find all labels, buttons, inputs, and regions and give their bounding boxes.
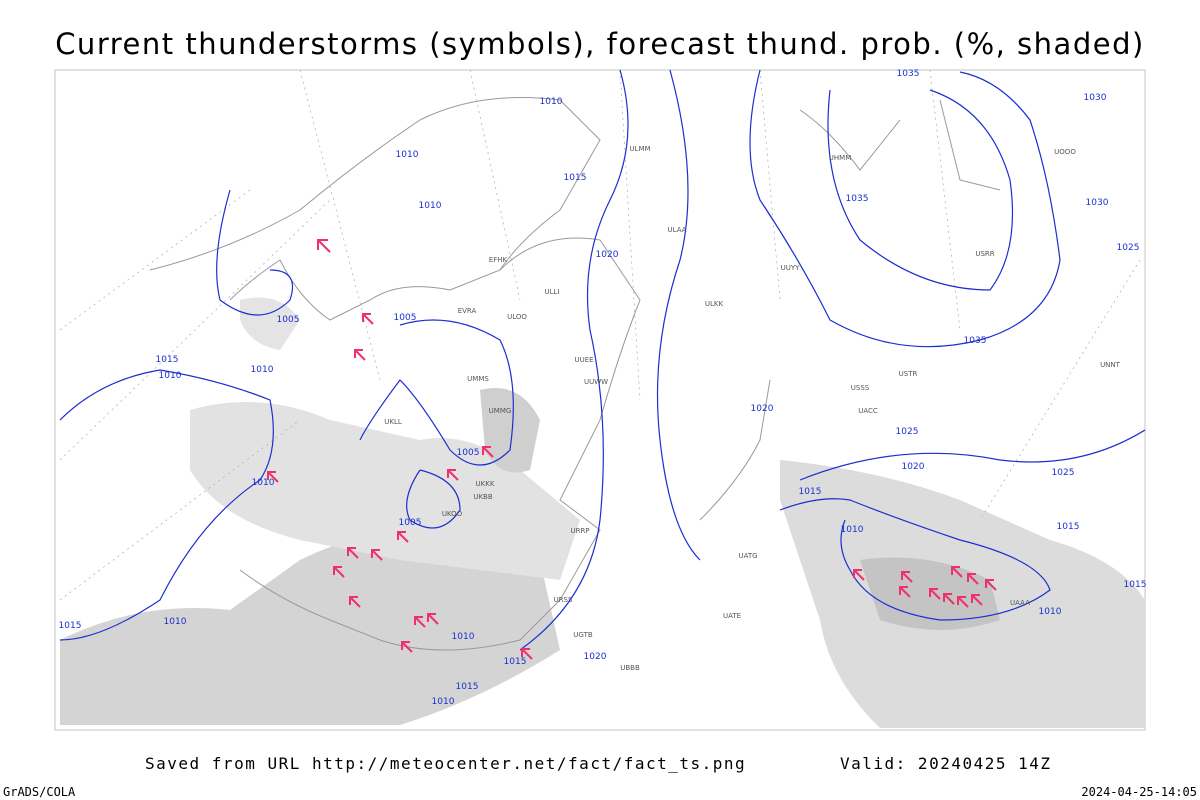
isobar-label: 1005 xyxy=(394,313,417,323)
station-code: UKKK xyxy=(476,480,495,488)
station-code: UMMG xyxy=(489,407,512,415)
isobar-label: 1015 xyxy=(564,173,587,183)
isobar-label: 1020 xyxy=(902,462,925,472)
graticule xyxy=(59,69,1141,601)
coastlines xyxy=(149,97,1001,651)
isobar-label: 1025 xyxy=(896,427,919,437)
isobar-label: 1020 xyxy=(584,652,607,662)
isobar-label: 1035 xyxy=(846,194,869,204)
station-code: USRR xyxy=(975,250,994,258)
isobar-label: 1015 xyxy=(1124,580,1147,590)
station-code: UACC xyxy=(858,407,878,415)
isobar-label: 1010 xyxy=(841,525,864,535)
isobar-label: 1015 xyxy=(799,487,822,497)
isobar-label: 1015 xyxy=(156,355,179,365)
station-code: UGTB xyxy=(573,631,593,639)
isobar-label: 1010 xyxy=(164,617,187,627)
station-code: UUYY xyxy=(781,264,801,272)
station-code: URRP xyxy=(570,527,589,535)
isobar-label: 1010 xyxy=(396,150,419,160)
isobar-label: 1010 xyxy=(432,697,455,707)
station-code: ULLI xyxy=(545,288,560,296)
station-code: UATE xyxy=(723,612,741,620)
station-code: ULOO xyxy=(507,313,527,321)
station-code: ULKK xyxy=(705,300,724,308)
isobar-label: 1015 xyxy=(59,621,82,631)
isobar-label: 1015 xyxy=(456,682,479,692)
station-code: UOOO xyxy=(1054,148,1076,156)
source-url: Saved from URL http://meteocenter.net/fa… xyxy=(145,754,746,773)
isobars xyxy=(59,69,1146,651)
isobar-label: 1010 xyxy=(540,97,563,107)
station-code: EFHK xyxy=(489,256,508,264)
isobar-label: 1005 xyxy=(399,518,422,528)
station-code: UNNT xyxy=(1100,361,1121,369)
isobar-label: 1020 xyxy=(596,250,619,260)
station-code: UBBB xyxy=(620,664,640,672)
station-code: ULAA xyxy=(668,226,687,234)
isobar-label: 1010 xyxy=(159,371,182,381)
isobar-label: 1010 xyxy=(252,478,275,488)
title: Current thunderstorms (symbols), forecas… xyxy=(55,27,1145,61)
station-code: UKLL xyxy=(384,418,402,426)
station-code: URSS xyxy=(554,596,573,604)
station-code: USTR xyxy=(899,370,918,378)
isobar-label: 1010 xyxy=(251,365,274,375)
isobar-label: 1015 xyxy=(1057,522,1080,532)
station-code: UKBB xyxy=(473,493,493,501)
station-code: UMMS xyxy=(467,375,489,383)
valid-time: Valid: 20240425 14Z xyxy=(840,754,1052,773)
isobar-label: 1010 xyxy=(419,201,442,211)
isobar-label: 1005 xyxy=(457,448,480,458)
isobar-label: 1030 xyxy=(1086,198,1109,208)
isobar-label: 1035 xyxy=(964,336,987,346)
thunderstorm-symbols xyxy=(267,239,997,660)
station-code: EVRA xyxy=(458,307,477,315)
isobar-label: 1020 xyxy=(751,404,774,414)
isobar-label: 1035 xyxy=(897,69,920,79)
station-code: UHMM xyxy=(829,154,851,162)
isobar-label: 1010 xyxy=(1039,607,1062,617)
station-code: UUWW xyxy=(584,378,608,386)
isobar-label: 1015 xyxy=(504,657,527,667)
station-code: UUEE xyxy=(574,356,593,364)
station-code: USSS xyxy=(851,384,870,392)
isobar-label: 1010 xyxy=(452,632,475,642)
isobar-label: 1025 xyxy=(1052,468,1075,478)
isobar-label: 1005 xyxy=(277,315,300,325)
station-code: UATG xyxy=(738,552,757,560)
station-code: UKOO xyxy=(442,510,463,518)
isobar-label: 1030 xyxy=(1084,93,1107,103)
station-code: ULMM xyxy=(629,145,650,153)
credit: GrADS/COLA xyxy=(3,785,76,799)
timestamp: 2024-04-25-14:05 xyxy=(1081,785,1197,799)
station-code: UAAA xyxy=(1010,599,1030,607)
isobar-label: 1025 xyxy=(1117,243,1140,253)
